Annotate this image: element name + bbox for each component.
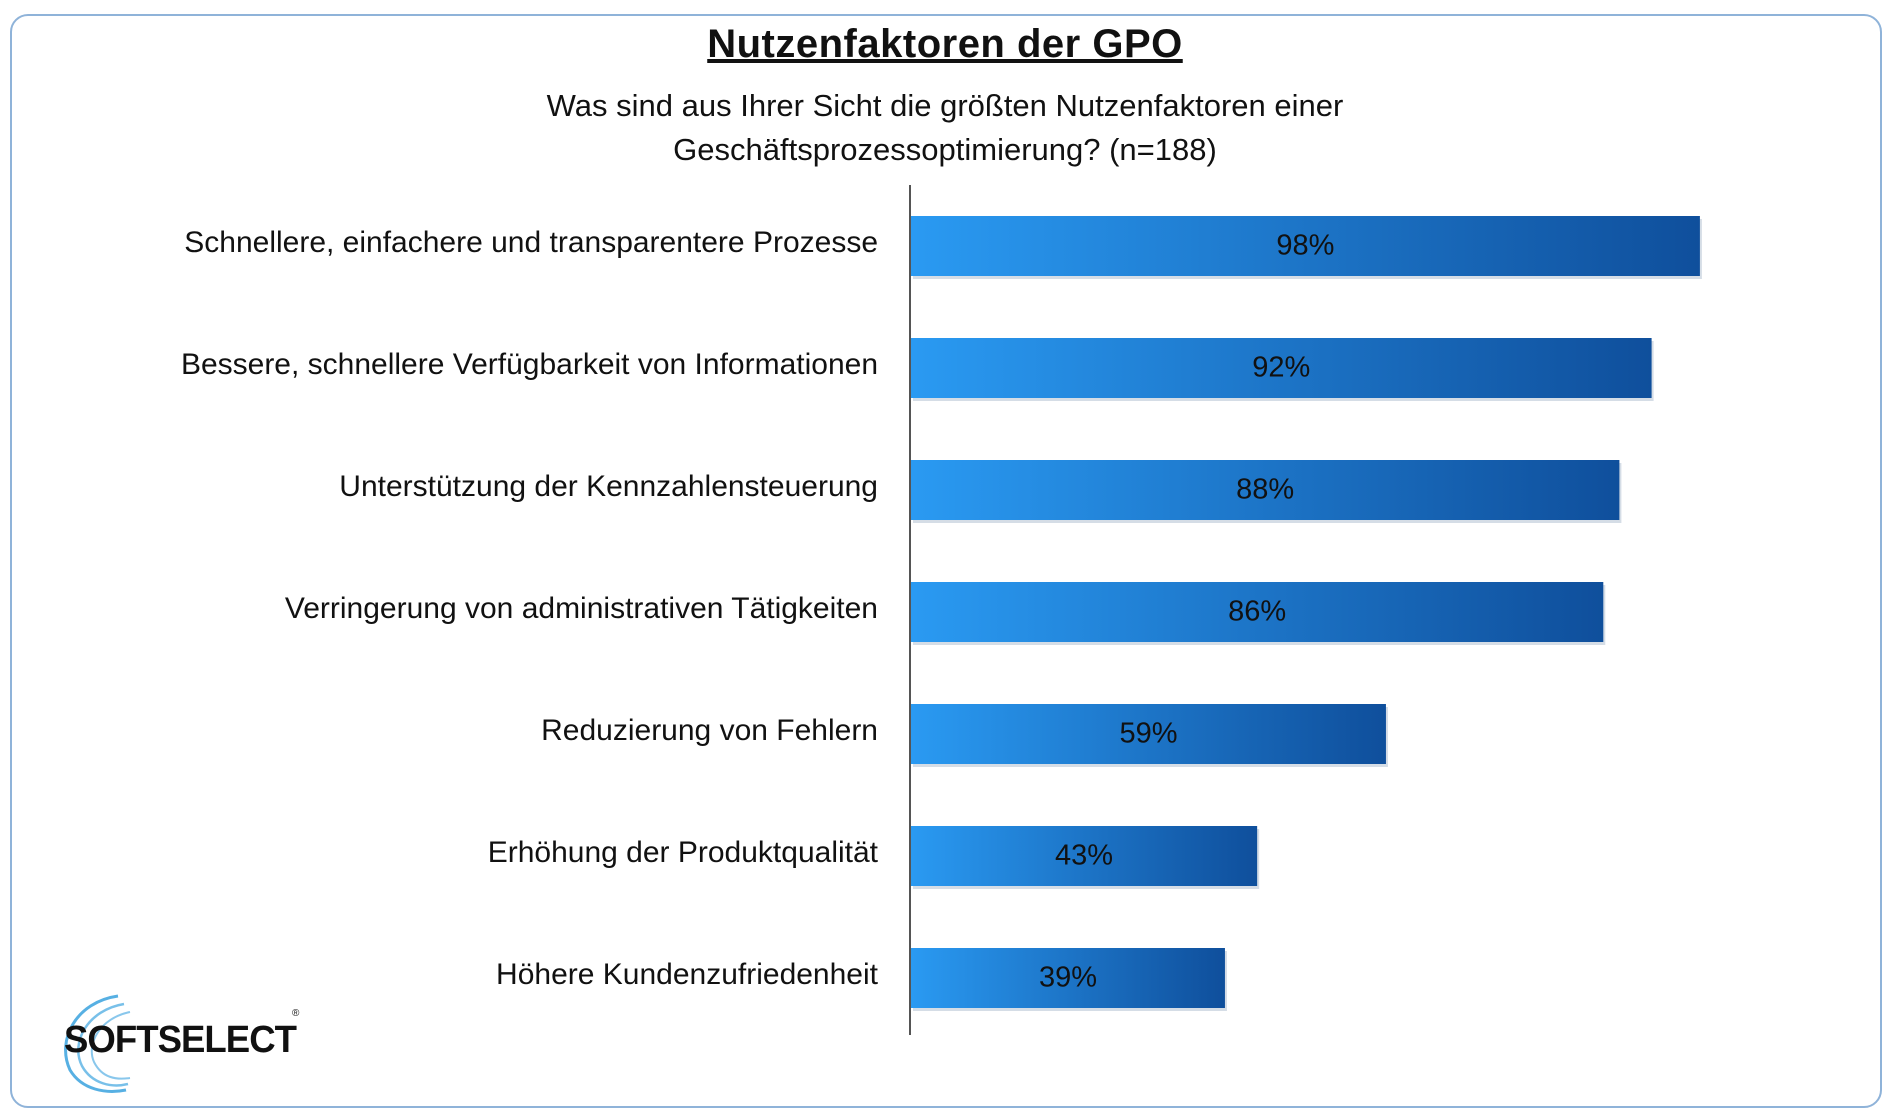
category-label: Reduzierung von Fehlern: [541, 714, 878, 747]
category-label: Verringerung von administrativen Tätigke…: [285, 592, 878, 625]
bar: [911, 338, 1652, 398]
chart-frame: [10, 14, 1882, 1108]
chart-subtitle: Was sind aus Ihrer Sicht die größten Nut…: [445, 84, 1445, 172]
chart-subtitle-line-2: Geschäftsprozessoptimierung? (n=188): [673, 132, 1217, 167]
bar: [911, 704, 1386, 764]
category-label: Höhere Kundenzufriedenheit: [496, 958, 879, 991]
value-label: 59%: [1119, 718, 1177, 750]
category-label: Schnellere, einfachere und transparenter…: [184, 226, 878, 259]
value-label: 98%: [1276, 230, 1334, 262]
category-label: Bessere, schnellere Verfügbarkeit von In…: [181, 348, 878, 381]
value-label: 86%: [1228, 596, 1286, 628]
value-label: 88%: [1236, 474, 1294, 506]
bars-layer: Schnellere, einfachere und transparenter…: [181, 216, 1702, 1011]
chart-title: Nutzenfaktoren der GPO: [707, 22, 1183, 66]
bar: [911, 948, 1225, 1008]
bar: [911, 826, 1258, 886]
value-label: 43%: [1055, 840, 1113, 872]
value-label: 39%: [1039, 962, 1097, 994]
bar: [911, 460, 1620, 520]
softselect-logo: SOFTSELECT ®: [64, 994, 300, 1093]
bar: [911, 216, 1700, 276]
chart-subtitle-line-1: Was sind aus Ihrer Sicht die größten Nut…: [546, 88, 1344, 123]
value-label: 92%: [1252, 352, 1310, 384]
category-label: Unterstützung der Kennzahlensteuerung: [339, 470, 878, 503]
logo-trademark: ®: [292, 1008, 300, 1019]
logo-text: SOFTSELECT: [64, 1019, 297, 1061]
bar: [911, 582, 1604, 642]
category-label: Erhöhung der Produktqualität: [488, 836, 879, 869]
